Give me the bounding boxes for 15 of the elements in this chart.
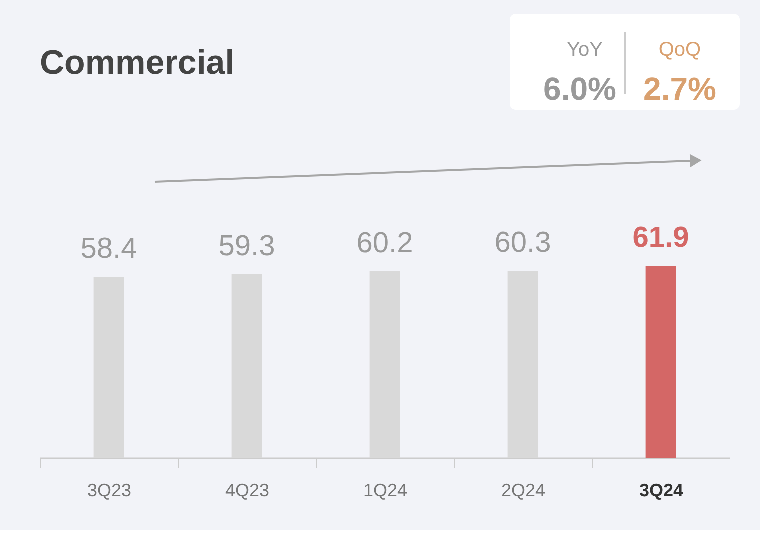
- x-tick-label: 3Q23: [87, 480, 132, 500]
- text: 6.0%: [544, 71, 616, 107]
- data-label: 61.9: [632, 222, 690, 254]
- x-tick-label: 4Q23: [225, 480, 270, 500]
- data-label: 59.3: [218, 230, 276, 262]
- text: QoQ: [658, 39, 702, 61]
- text: YoY: [567, 39, 603, 61]
- text: 2.7%: [644, 71, 716, 107]
- data-label: 60.3: [494, 227, 552, 260]
- data-label: 60.2: [356, 228, 414, 260]
- data-label: 58.4: [80, 233, 138, 266]
- x-tick-label: 2Q24: [501, 480, 546, 500]
- chart-title: Commercial: [40, 44, 235, 82]
- x-tick-label: 3Q24: [639, 480, 684, 500]
- x-tick-label: 1Q24: [363, 480, 408, 500]
